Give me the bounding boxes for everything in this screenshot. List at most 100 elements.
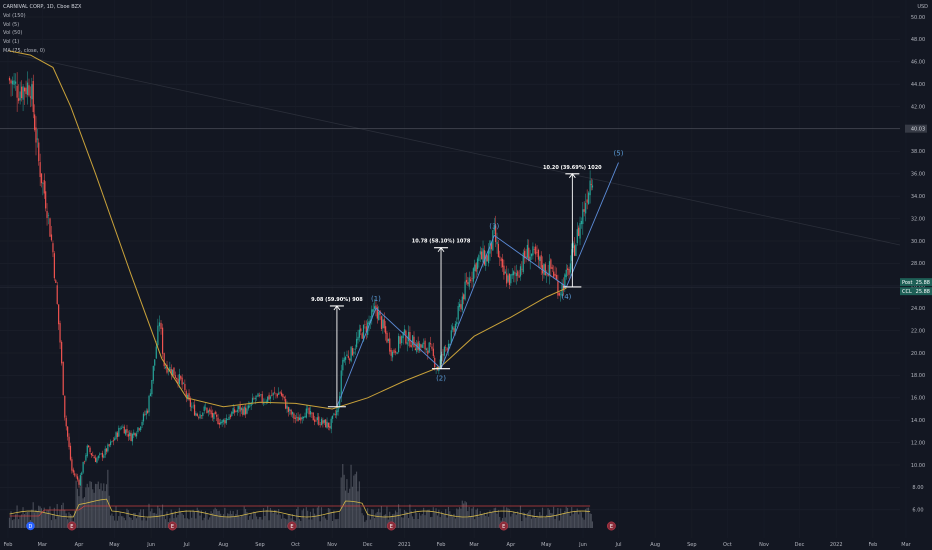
volume-bar [189, 511, 191, 528]
volume-bar [101, 490, 103, 528]
event-markers[interactable]: E E E E E ED [26, 521, 616, 531]
legend-vol5[interactable]: Vol (5) [3, 21, 20, 28]
volume-bar [43, 507, 45, 528]
volume-bar [141, 520, 143, 528]
volume-bar [483, 512, 485, 528]
candle-body [495, 225, 497, 243]
volume-bar [236, 509, 238, 528]
volume-bar [365, 520, 367, 528]
candle-body [362, 324, 365, 341]
candle-body [470, 279, 472, 281]
candle-body [29, 96, 32, 98]
candle-body [32, 81, 34, 113]
candle-body [166, 364, 168, 373]
volume-bar [385, 514, 387, 528]
volume-bar [518, 513, 520, 528]
candle-body [104, 448, 106, 456]
candle-body [511, 273, 513, 276]
candle-body [315, 420, 317, 422]
candle-body [354, 348, 356, 350]
price-tick-label: 18.00 [911, 373, 925, 379]
volume-bar [47, 510, 50, 528]
time-axis[interactable]: Feb Mar Apr May Jun Jul Aug Sep Oct Nov Dec 2021 Feb… [4, 542, 912, 548]
candle-body [53, 253, 55, 279]
legend-vol150[interactable]: Vol (150) [3, 12, 26, 19]
drawings[interactable]: (1) (2) (3) (4) (5) 9.08 (59.90%) 908 10.78 (5… [311, 150, 624, 408]
volume-bar [379, 512, 381, 528]
candle-body [118, 427, 120, 437]
time-tick-label: Oct [723, 542, 732, 548]
candle-body [96, 458, 98, 463]
volume-bar [564, 511, 566, 528]
price-axis[interactable]: 6.00 8.00 10.00 12.00 14.00 16.00 18.00 20.00 22… [900, 15, 932, 514]
candle-body [331, 415, 334, 419]
volume-bar [458, 507, 461, 528]
volume-bar [291, 514, 294, 528]
candle-body [541, 265, 544, 274]
volume-bar [93, 492, 95, 528]
candle-body [99, 453, 101, 455]
candle-body [361, 333, 363, 339]
symbol-title[interactable]: CARNIVAL CORP, 1D, Cboe BZX [3, 4, 82, 10]
candle-body [540, 255, 542, 268]
trend-line [17, 54, 901, 246]
candle-body [555, 274, 558, 280]
candle-body [420, 344, 422, 348]
volume-bar [273, 510, 276, 528]
candle-body [525, 256, 527, 258]
volume-bar [140, 509, 142, 528]
candle-body [537, 249, 540, 260]
currency-label[interactable]: USD [917, 4, 928, 10]
legend-vol1[interactable]: Vol (1) [3, 39, 20, 46]
candle-body [103, 455, 105, 458]
candle-body [220, 421, 222, 425]
volume-bar [11, 520, 14, 528]
candle-body [356, 338, 358, 348]
volume-bar [211, 513, 213, 528]
volume-bar [170, 509, 172, 528]
volume-bar [350, 464, 352, 528]
volume-bar [261, 519, 263, 528]
candle-body [378, 311, 380, 321]
volume-bar [83, 497, 86, 528]
candle-body [249, 406, 251, 407]
volume-bar [275, 510, 277, 528]
volume-bar [449, 511, 451, 528]
volume-bar [548, 509, 550, 528]
volume-bar [524, 512, 526, 528]
volume-bar [471, 508, 473, 528]
candle-body [167, 370, 170, 372]
volume-bar [507, 508, 509, 528]
candle-body [231, 412, 233, 417]
candle-body [227, 419, 229, 420]
candle-body [47, 215, 50, 216]
volume-bar [474, 519, 476, 528]
candle-body [74, 473, 76, 476]
dividend-badge [26, 521, 35, 531]
volume-bar [356, 471, 358, 528]
volume-bar [585, 509, 587, 528]
candle-body [35, 127, 37, 143]
price-tick-label: 46.00 [911, 60, 925, 66]
legend-ma[interactable]: MA (75, close, 0) [3, 47, 46, 54]
volume-bar [39, 506, 41, 528]
candle-body [376, 307, 378, 319]
volume-bar [232, 511, 234, 528]
volume-bar [99, 489, 101, 528]
volume-bar [149, 511, 151, 528]
volume-bar [10, 511, 12, 528]
candle-body [93, 456, 95, 459]
candle-body [442, 354, 444, 356]
volume-bar [569, 515, 571, 528]
volume-bar [590, 513, 592, 528]
candle-body [217, 417, 219, 424]
candle-body [416, 343, 418, 352]
candle-body [163, 353, 165, 367]
volume-bar [468, 506, 470, 528]
volume-bar [251, 519, 254, 528]
candle-body [235, 411, 237, 412]
candle-body [276, 394, 278, 397]
volume-bar [53, 507, 55, 528]
legend-vol50[interactable]: Vol (50) [3, 30, 23, 37]
